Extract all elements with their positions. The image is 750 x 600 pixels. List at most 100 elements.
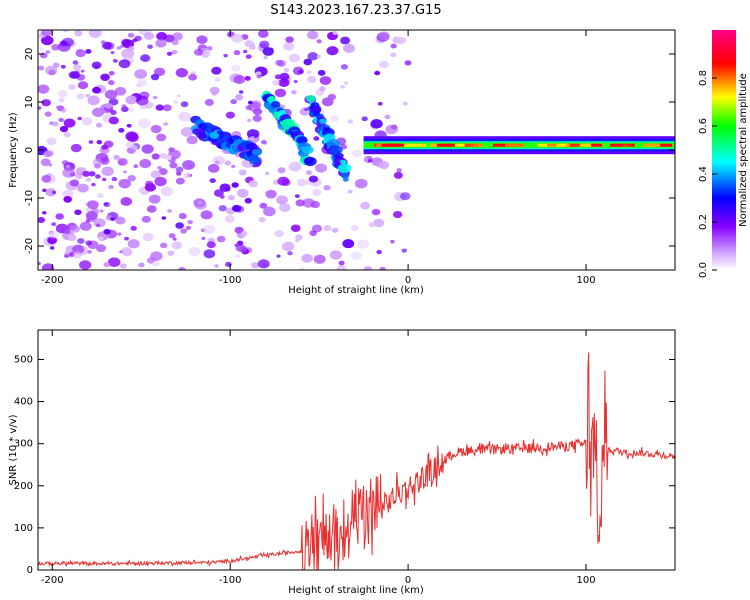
y-tick-label: 20 — [24, 48, 35, 61]
noise-blob — [179, 212, 185, 218]
noise-blob — [340, 64, 348, 70]
spectrogram-y-ticks: -20 -10 0 10 20 — [24, 48, 675, 254]
noise-blob — [59, 125, 69, 133]
carrier-peak — [547, 143, 557, 147]
chirp-blob — [285, 118, 293, 124]
noise-blob — [108, 70, 115, 76]
noise-blob — [101, 177, 107, 182]
noise-blob — [316, 54, 321, 59]
noise-blob — [297, 178, 307, 187]
carrier-peak — [644, 143, 661, 147]
snr-x-ticks: -200 -100 0 100 — [41, 330, 596, 586]
noise-blob — [127, 239, 140, 249]
noise-blob — [230, 64, 241, 72]
noise-blob — [305, 170, 313, 176]
noise-blob — [247, 118, 252, 122]
noise-blob — [68, 84, 76, 90]
noise-blob — [265, 189, 277, 199]
noise-blob — [113, 154, 120, 160]
noise-blob — [81, 117, 93, 126]
noise-blob — [264, 171, 270, 176]
noise-blob — [350, 251, 362, 260]
noise-blob — [211, 66, 222, 75]
chirp-blob — [302, 145, 314, 154]
noise-blob — [118, 160, 125, 166]
noise-blob — [249, 136, 256, 141]
noise-blob — [45, 188, 57, 197]
chirp-blob — [311, 105, 322, 113]
y-tick-label: 200 — [14, 481, 33, 492]
colorbar-gradient — [712, 30, 736, 270]
spectrogram-marks — [38, 30, 675, 270]
noise-blob — [231, 33, 244, 43]
noise-blob — [172, 32, 183, 41]
noise-blob — [158, 168, 168, 176]
colorbar-tick-label: 0.4 — [698, 166, 709, 182]
carrier-peak — [437, 143, 452, 147]
noise-blob — [60, 108, 67, 113]
carrier-peak — [591, 143, 603, 147]
noise-blob — [122, 248, 133, 257]
noise-blob — [77, 238, 85, 244]
noise-blob — [63, 132, 71, 138]
noise-blob — [148, 194, 161, 204]
noise-blob — [125, 95, 138, 105]
noise-blob — [230, 99, 237, 105]
noise-blob — [167, 209, 173, 213]
noise-blob — [85, 49, 92, 54]
noise-blob — [209, 86, 220, 95]
noise-blob — [127, 174, 136, 182]
snr-series-line — [38, 352, 675, 570]
noise-blob — [326, 46, 339, 56]
chirp-blob — [335, 152, 344, 159]
noise-blob — [278, 78, 290, 87]
noise-blob — [295, 199, 305, 207]
noise-blob — [336, 265, 347, 270]
noise-blob — [287, 251, 293, 256]
noise-blob — [127, 32, 135, 38]
noise-blob — [48, 231, 59, 239]
noise-blob — [294, 194, 300, 199]
noise-blob — [400, 192, 411, 201]
noise-blob — [239, 245, 248, 253]
noise-blob — [87, 95, 100, 106]
noise-blob — [384, 114, 391, 120]
x-tick-label: 0 — [405, 575, 411, 586]
noise-blob — [166, 51, 173, 56]
noise-blob — [319, 86, 326, 92]
noise-blob — [85, 93, 91, 98]
noise-blob — [298, 266, 305, 270]
carrier-peak — [454, 143, 472, 147]
carrier-peak — [550, 143, 568, 147]
noise-blob — [234, 226, 244, 234]
noise-blob — [290, 90, 297, 95]
chirp-blob — [248, 156, 261, 165]
noise-blob — [108, 98, 119, 106]
noise-blob — [118, 127, 125, 133]
noise-blob — [77, 116, 82, 121]
noise-blob — [342, 239, 355, 249]
noise-blob — [171, 49, 178, 55]
noise-blob — [307, 30, 319, 40]
noise-blob — [319, 76, 332, 85]
noise-blob — [354, 178, 368, 189]
noise-blob — [243, 49, 248, 54]
noise-blob — [225, 261, 232, 267]
noise-blob — [38, 84, 50, 94]
noise-blob — [238, 90, 244, 94]
noise-blob — [151, 260, 160, 267]
noise-blob — [160, 186, 174, 197]
noise-blob — [76, 93, 85, 100]
noise-blob — [135, 95, 149, 106]
noise-blob — [231, 182, 239, 188]
noise-blob — [368, 222, 375, 228]
noise-blob — [63, 118, 76, 128]
noise-blob — [279, 203, 291, 212]
noise-blob — [376, 249, 383, 255]
noise-blob — [40, 158, 51, 167]
noise-blob — [74, 30, 83, 37]
noise-blob — [285, 36, 294, 43]
noise-blob — [347, 189, 353, 194]
noise-blob — [377, 101, 383, 106]
noise-blob — [227, 194, 235, 201]
